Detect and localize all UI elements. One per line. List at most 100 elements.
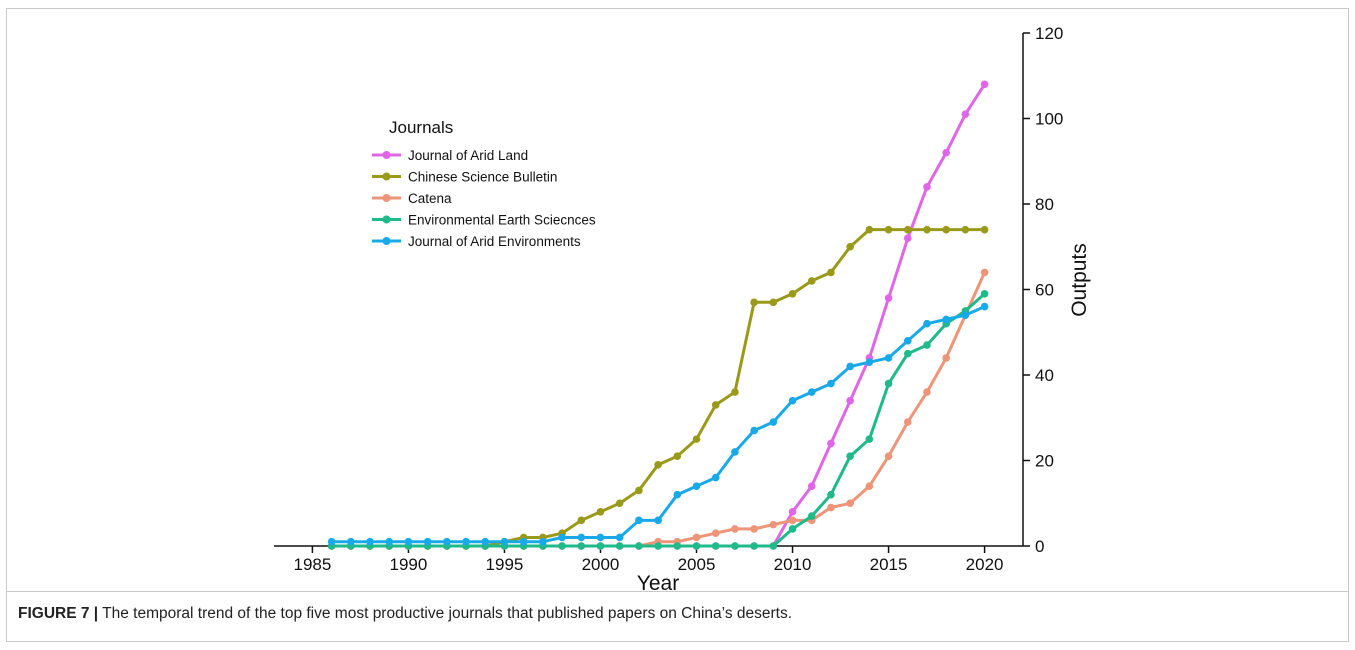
data-point bbox=[865, 435, 874, 443]
data-point bbox=[635, 542, 643, 550]
caption-divider bbox=[6, 591, 1349, 592]
data-point bbox=[884, 294, 893, 302]
data-point bbox=[654, 516, 662, 525]
legend-entry-label: Catena bbox=[408, 191, 452, 206]
data-point bbox=[903, 349, 912, 358]
data-point bbox=[692, 542, 701, 550]
data-point bbox=[692, 482, 701, 490]
data-point bbox=[577, 533, 586, 542]
data-point bbox=[327, 537, 336, 546]
data-point bbox=[443, 537, 451, 546]
data-point bbox=[750, 542, 758, 550]
data-point bbox=[577, 542, 586, 550]
x-tick-label: 1985 bbox=[293, 555, 331, 574]
data-point bbox=[615, 542, 624, 550]
data-point bbox=[942, 354, 950, 362]
data-point bbox=[558, 533, 566, 542]
series-3 bbox=[327, 289, 989, 550]
data-point bbox=[692, 435, 701, 443]
data-point bbox=[615, 499, 624, 508]
data-point bbox=[788, 516, 797, 525]
x-tick-label: 2000 bbox=[582, 555, 620, 574]
data-point bbox=[711, 542, 720, 550]
legend-entry-label: Chinese Science Bulletin bbox=[408, 170, 557, 185]
data-point bbox=[980, 289, 989, 298]
data-point bbox=[942, 148, 950, 157]
data-point bbox=[750, 298, 758, 307]
legend-swatch-marker bbox=[382, 194, 391, 202]
x-tick-label: 1995 bbox=[486, 555, 524, 574]
data-point bbox=[654, 460, 662, 469]
data-point bbox=[769, 418, 778, 426]
figure-caption-text: The temporal trend of the top five most … bbox=[98, 605, 793, 622]
data-point bbox=[731, 542, 739, 550]
data-point bbox=[558, 542, 566, 550]
data-point bbox=[539, 537, 547, 546]
data-point bbox=[807, 512, 816, 520]
legend-entry-label: Environmental Earth Sciecnces bbox=[408, 213, 596, 228]
data-point bbox=[923, 341, 931, 349]
data-point bbox=[865, 358, 874, 366]
data-point bbox=[654, 542, 662, 550]
data-point bbox=[903, 225, 912, 234]
data-point bbox=[827, 490, 835, 499]
data-point bbox=[385, 537, 394, 546]
x-tick-label: 2015 bbox=[870, 555, 908, 574]
data-point bbox=[980, 302, 989, 311]
figure-caption: FIGURE 7 | The temporal trend of the top… bbox=[18, 605, 792, 623]
data-point bbox=[884, 354, 893, 362]
data-point bbox=[635, 516, 643, 525]
x-tick-label: 2020 bbox=[966, 555, 1004, 574]
x-axis-label: Year bbox=[637, 572, 679, 592]
data-point bbox=[923, 319, 931, 328]
chart-axes: 1985 1990 1995 2000 2005 2010 2015 2020 Year 0 20 4… bbox=[274, 24, 1091, 592]
data-point bbox=[980, 80, 989, 89]
y-tick-label: 40 bbox=[1035, 366, 1054, 385]
data-point bbox=[923, 183, 931, 191]
data-point bbox=[711, 473, 720, 482]
series-line bbox=[330, 292, 987, 548]
chart-series bbox=[327, 80, 989, 550]
data-point bbox=[827, 268, 835, 277]
data-point bbox=[980, 225, 989, 234]
chart-legend: Journals Journal of Arid Land Chinese Scie… bbox=[372, 118, 596, 249]
x-tick-label: 1990 bbox=[390, 555, 428, 574]
line-chart: 1985 1990 1995 2000 2005 2010 2015 2020 Year 0 20 4… bbox=[274, 24, 1091, 592]
data-point bbox=[769, 542, 778, 550]
data-point bbox=[769, 520, 778, 529]
data-point bbox=[903, 418, 912, 426]
y-tick-label: 60 bbox=[1035, 281, 1054, 300]
legend-swatch-marker bbox=[382, 215, 391, 224]
data-point bbox=[961, 225, 970, 234]
legend-entry-label: Journal of Arid Environments bbox=[408, 234, 581, 249]
x-tick-label: 2010 bbox=[774, 555, 812, 574]
y-tick-label: 0 bbox=[1035, 537, 1044, 556]
data-point bbox=[846, 396, 854, 405]
data-point bbox=[692, 533, 701, 542]
figure-frame bbox=[6, 8, 1349, 642]
data-point bbox=[942, 315, 950, 324]
data-point bbox=[846, 242, 854, 251]
data-point bbox=[788, 289, 797, 298]
data-point bbox=[884, 225, 893, 234]
data-point bbox=[731, 448, 739, 456]
legend-swatch-marker bbox=[382, 172, 391, 181]
data-point bbox=[673, 542, 682, 550]
data-point bbox=[884, 452, 893, 461]
series-4 bbox=[327, 302, 989, 546]
data-point bbox=[923, 225, 931, 234]
data-point bbox=[366, 537, 374, 546]
data-point bbox=[903, 234, 912, 242]
data-point bbox=[481, 537, 490, 546]
data-point bbox=[769, 298, 778, 307]
data-point bbox=[865, 482, 874, 490]
figure-caption-label: FIGURE 7 | bbox=[18, 605, 99, 622]
data-point bbox=[980, 268, 989, 277]
data-point bbox=[635, 486, 643, 495]
data-point bbox=[788, 396, 797, 405]
data-point bbox=[846, 452, 854, 461]
data-point bbox=[807, 388, 816, 396]
data-point bbox=[827, 379, 835, 388]
series-line bbox=[330, 305, 987, 544]
data-point bbox=[827, 503, 835, 512]
